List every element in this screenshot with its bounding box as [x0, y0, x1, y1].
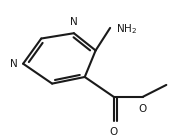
Text: O: O [139, 103, 147, 114]
Text: O: O [110, 127, 118, 137]
Text: N: N [10, 59, 18, 69]
Text: NH$_2$: NH$_2$ [116, 23, 137, 36]
Text: N: N [70, 17, 78, 27]
